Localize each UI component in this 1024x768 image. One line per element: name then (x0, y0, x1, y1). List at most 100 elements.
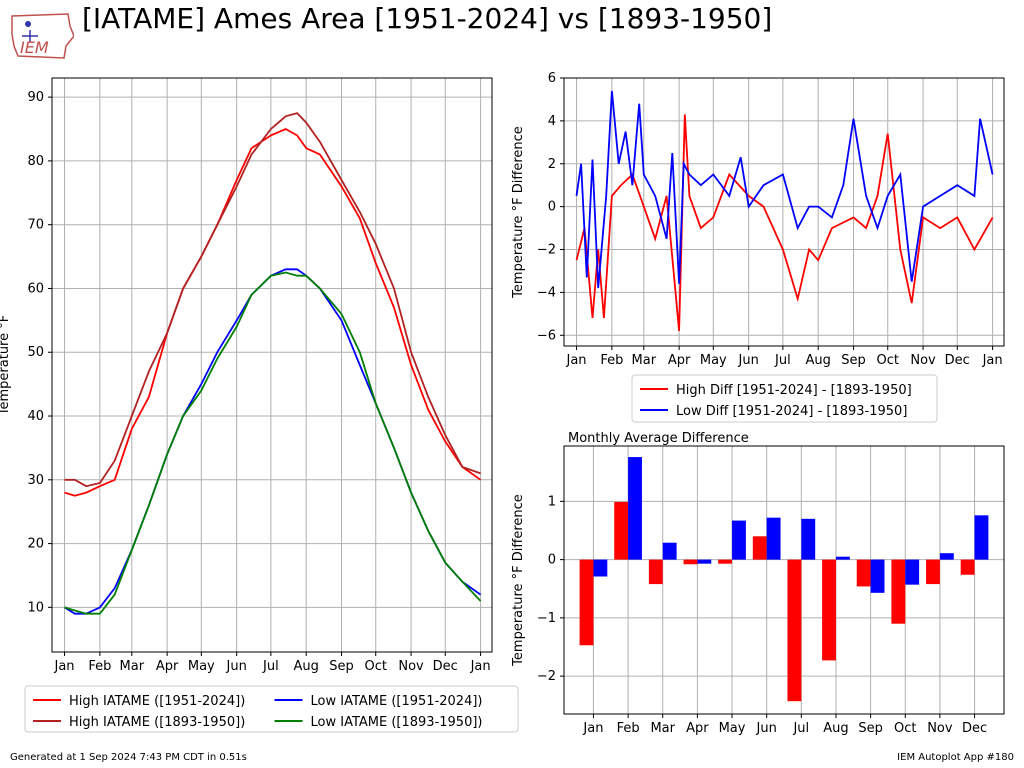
bar-low-dec (974, 515, 989, 560)
climatology-ylabel: Temperature °F (0, 315, 12, 416)
climatology-ytick-label: 70 (27, 218, 44, 233)
bar-xtick-label: Dec (962, 721, 987, 736)
daily_difference-ytick-label: −4 (537, 285, 556, 300)
daily_difference-xtick-label: Sep (841, 353, 866, 368)
bar-xtick-label: Sep (858, 721, 883, 736)
daily_difference-frame (563, 77, 1005, 347)
bar-xtick-label: Jun (756, 721, 777, 736)
climatology-series-line (64, 112, 481, 488)
climatology-ytick-label: 30 (27, 473, 44, 488)
climatology-legend-label: Low IATAME ([1893-1950]) (311, 715, 483, 730)
climatology-xtick-label: Nov (398, 659, 424, 674)
climatology-xtick-label: Mar (120, 659, 145, 674)
bar-frame (563, 445, 1005, 715)
climatology-ytick-label: 50 (27, 345, 44, 360)
climatology-frame (51, 77, 493, 653)
climatology-legend-label: Low IATAME ([1951-2024]) (311, 694, 483, 709)
bar-low-apr (697, 559, 712, 564)
daily_difference-xtick-label: Jan (566, 353, 587, 368)
climatology-series-line (64, 127, 482, 497)
daily_difference-series-line (575, 114, 994, 332)
bar-title: Monthly Average Difference (568, 431, 749, 446)
climatology-ytick-label: 10 (27, 600, 44, 615)
climatology-legend-label: High IATAME ([1951-2024]) (69, 694, 245, 709)
climatology-ytick-label: 20 (27, 537, 44, 552)
daily_difference-xtick-label: Dec (945, 353, 970, 368)
daily_difference-xtick-label: Apr (668, 353, 691, 368)
bar-low-oct (905, 559, 920, 585)
bar-low-sep (870, 559, 885, 593)
bar-xtick-label: Apr (686, 721, 709, 736)
bar-xtick-label: May (719, 721, 746, 736)
bar-high-mar (648, 559, 663, 585)
bar-xtick-label: Nov (927, 721, 953, 736)
daily_difference-ytick-label: −2 (537, 243, 556, 258)
climatology-xtick-label: Feb (88, 659, 111, 674)
daily_difference-ytick-label: 4 (548, 114, 556, 129)
climatology-xtick-label: Aug (294, 659, 319, 674)
climatology-xtick-label: May (188, 659, 215, 674)
climatology-xtick-label: Jul (262, 659, 279, 674)
climatology-xtick-label: Sep (329, 659, 354, 674)
bar-ytick-label: −1 (537, 611, 556, 626)
bar-xtick-label: Feb (617, 721, 640, 736)
daily_difference-xtick-label: Oct (876, 353, 898, 368)
footer-generated: Generated at 1 Sep 2024 7:43 PM CDT in 0… (10, 752, 247, 763)
iowa-map-outline-icon (11, 13, 74, 59)
bar-ytick-label: 0 (548, 553, 556, 568)
climatology-xtick-label: Jun (226, 659, 247, 674)
climatology-xtick-label: Jan (54, 659, 75, 674)
bar-high-nov (926, 559, 940, 585)
daily_difference-xtick-label: Aug (806, 353, 831, 368)
daily_difference-ytick-label: 2 (548, 157, 556, 172)
climatology-xtick-label: Oct (364, 659, 386, 674)
bar-high-may (718, 559, 733, 564)
bar-high-dec (960, 559, 975, 575)
daily_difference-legend-label: High Diff [1951-2024] - [1893-1950] (676, 383, 912, 398)
bar-xtick-label: Jan (582, 721, 603, 736)
bar-high-oct (891, 559, 906, 624)
bar-low-feb (628, 457, 642, 560)
daily_difference-ytick-label: 0 (548, 200, 556, 215)
bar-ytick-label: 1 (548, 494, 556, 509)
bar-xtick-label: Mar (650, 721, 675, 736)
logo-text: IEM (20, 38, 49, 57)
bar-xtick-label: Aug (823, 721, 848, 736)
bar-xtick-label: Jul (792, 721, 809, 736)
climatology-legend-label: High IATAME ([1893-1950]) (69, 715, 245, 730)
daily_difference-xtick-label: Nov (910, 353, 936, 368)
climatology-xtick-label: Dec (433, 659, 458, 674)
climatology-ytick-label: 40 (27, 409, 44, 424)
bar-low-mar (662, 542, 677, 560)
climatology-ytick-label: 60 (27, 281, 44, 296)
daily_difference-series-line (575, 90, 994, 289)
climatology-ytick-label: 80 (27, 154, 44, 169)
bar-ytick-label: −2 (537, 669, 556, 684)
bar-xtick-label: Oct (894, 721, 916, 736)
bar-high-jan (579, 559, 594, 646)
bar-high-jul (787, 559, 802, 702)
daily_difference-ylabel: Temperature °F Difference (511, 126, 526, 299)
bar-low-jan (593, 559, 608, 577)
bar-high-feb (614, 501, 629, 560)
logo-wave-icon (22, 30, 38, 42)
daily_difference-ytick-label: −6 (537, 328, 556, 343)
iem-logo: IEM (11, 13, 74, 59)
daily_difference-xtick-label: Jun (738, 353, 759, 368)
climatology-series-line (64, 271, 482, 615)
bar-high-jun (752, 536, 767, 560)
page-title: [IATAME] Ames Area [1951-2024] vs [1893-… (82, 2, 773, 35)
bar-low-jul (801, 518, 816, 560)
bar-high-aug (822, 559, 836, 661)
climatology-ytick-label: 90 (27, 90, 44, 105)
daily_difference-xtick-label: Jul (774, 353, 791, 368)
bar-low-aug (835, 556, 850, 560)
daily_difference-xtick-label: May (700, 353, 727, 368)
bar-high-sep (856, 559, 871, 587)
daily_difference-ytick-label: 6 (548, 71, 556, 86)
footer-app-id: IEM Autoplot App #180 (897, 752, 1014, 763)
bar-low-jun (766, 517, 781, 560)
climatology-legend (24, 685, 519, 733)
climatology-xtick-label: Apr (156, 659, 179, 674)
